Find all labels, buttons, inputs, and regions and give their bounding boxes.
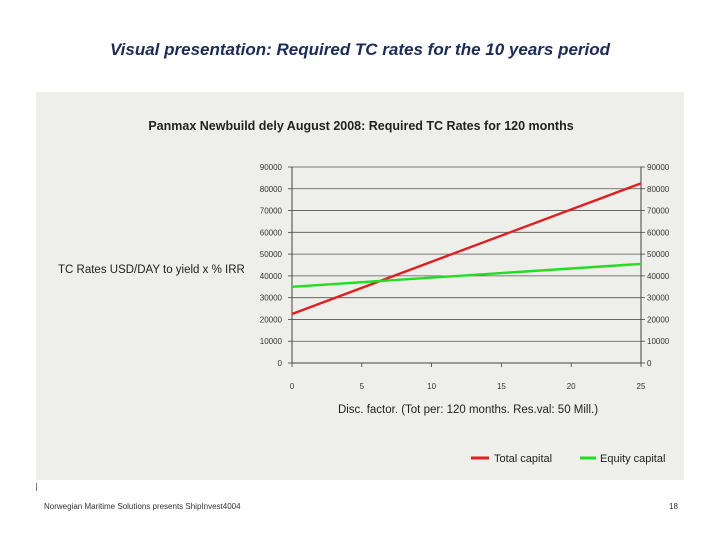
x-tick-label: 15 [497,382,506,391]
x-tick-label: 25 [637,382,646,391]
y-tick-label-right: 70000 [647,207,670,216]
legend: Total capital Equity capital [471,453,665,465]
x-tick-label: 5 [360,382,365,391]
slide-title: Visual presentation: Required TC rates f… [109,40,611,59]
y-tick-label-left: 20000 [260,315,283,324]
y-tick-label-right: 60000 [647,228,670,237]
chart-panel: Panmax Newbuild dely August 2008: Requir… [36,92,684,480]
y-tick-label-left: 50000 [260,250,283,259]
y-tick-label-left: 10000 [260,337,283,346]
footer-text: Norwegian Maritime Solutions presents Sh… [44,502,241,511]
page-number: 18 [669,502,678,511]
chart-svg: Panmax Newbuild dely August 2008: Requir… [58,119,670,465]
y-tick-label-left: 90000 [260,163,283,172]
x-tick-label: 10 [427,382,436,391]
y-tick-label-left: 80000 [260,185,283,194]
y-tick-label-left: 40000 [260,272,283,281]
y-tick-label-right: 50000 [647,250,670,259]
y-tick-label-right: 10000 [647,337,670,346]
y-tick-label-right: 0 [647,359,652,368]
footer-divider [36,483,37,491]
legend-label-equity-capital: Equity capital [600,453,665,465]
y-tick-label-right: 40000 [647,272,670,281]
y-tick-label-left: 30000 [260,294,283,303]
y-tick-label-left: 70000 [260,207,283,216]
y-tick-label-right: 20000 [647,315,670,324]
series-line-total-capital [291,182,642,316]
series-line-equity-capital [291,262,642,288]
legend-label-total-capital: Total capital [494,453,552,465]
y-tick-label-right: 30000 [647,294,670,303]
chart-title: Panmax Newbuild dely August 2008: Requir… [148,119,573,133]
y-axis-label: TC Rates USD/DAY to yield x % IRR [58,264,245,276]
x-axis-label: Disc. factor. (Tot per: 120 months. Res.… [338,404,598,416]
y-tick-label-left: 0 [278,359,283,368]
x-tick-label: 20 [567,382,576,391]
y-tick-label-right: 90000 [647,163,670,172]
y-tick-label-left: 60000 [260,228,283,237]
y-tick-label-right: 80000 [647,185,670,194]
x-tick-label: 0 [290,382,295,391]
